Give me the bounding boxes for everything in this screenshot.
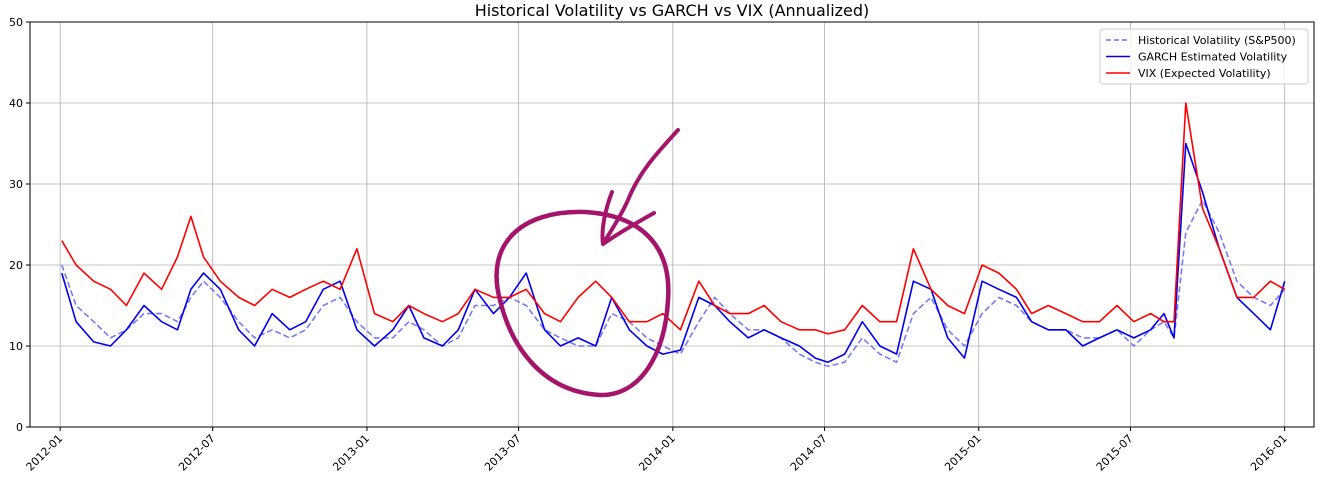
x-tick-label: 2015-07 bbox=[1094, 432, 1136, 474]
y-tick-label: 30 bbox=[9, 178, 23, 191]
x-tick-label: 2012-07 bbox=[176, 432, 218, 474]
hand-drawn-arrow bbox=[600, 128, 680, 246]
x-tick-label: 2015-01 bbox=[942, 432, 984, 474]
annotations bbox=[494, 128, 680, 398]
legend: Historical Volatility (S&P500) GARCH Esti… bbox=[1099, 28, 1309, 85]
legend-box bbox=[1099, 28, 1309, 85]
hand-drawn-circle bbox=[494, 209, 671, 398]
vix-line bbox=[61, 102, 1286, 335]
x-tick-label: 2013-07 bbox=[482, 432, 524, 474]
historical-volatility-line bbox=[61, 199, 1286, 368]
legend-label: Historical Volatility (S&P500) bbox=[1138, 34, 1296, 47]
garch-volatility-line bbox=[61, 142, 1286, 364]
x-tick-label: 2012-01 bbox=[24, 432, 66, 474]
y-tick-label: 20 bbox=[9, 259, 23, 272]
x-tick-label: 2014-07 bbox=[788, 432, 830, 474]
axes: 0 10 20 30 40 50 2012-01 2012-07 2013-01 2013-07 2… bbox=[9, 16, 1290, 474]
series-lines bbox=[61, 102, 1286, 368]
y-tick-label: 10 bbox=[9, 340, 23, 353]
x-tick-label: 2013-01 bbox=[330, 432, 372, 474]
y-tick-label: 0 bbox=[16, 421, 23, 434]
y-tick-label: 40 bbox=[9, 97, 23, 110]
legend-label: GARCH Estimated Volatility bbox=[1138, 51, 1288, 64]
x-tick-label: 2014-01 bbox=[636, 432, 678, 474]
y-tick-label: 50 bbox=[9, 16, 23, 29]
chart-title: Historical Volatility vs GARCH vs VIX (A… bbox=[475, 1, 870, 20]
plot-frame bbox=[29, 21, 1315, 428]
legend-label: VIX (Expected Volatility) bbox=[1138, 67, 1271, 80]
x-tick-label: 2016-01 bbox=[1248, 432, 1290, 474]
